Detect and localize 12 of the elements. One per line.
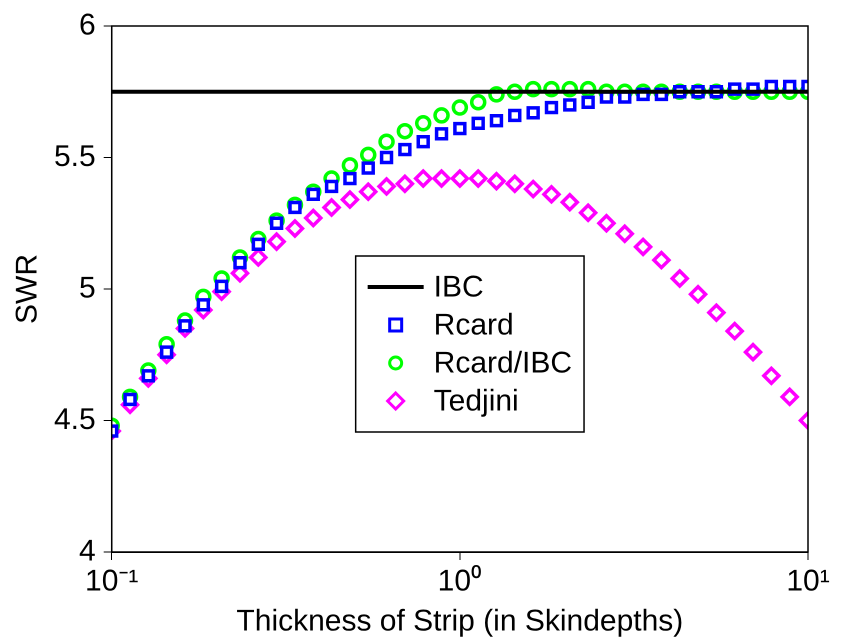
x-tick-label: 10¹ <box>786 564 830 598</box>
y-tick-label: 4.5 <box>54 402 96 436</box>
y-tick-label: 5.5 <box>54 140 96 173</box>
legend-label: Rcard <box>434 308 514 342</box>
x-axis-title: Thickness of Strip (in Skindepths) <box>236 604 684 638</box>
legend-label: Tedjini <box>434 384 519 418</box>
x-tick-label: 10⁰ <box>438 564 482 598</box>
y-axis-title: SWR <box>10 254 44 324</box>
legend-label: Rcard/IBC <box>434 346 572 380</box>
legend-label: IBC <box>434 270 484 304</box>
y-tick-label: 5 <box>79 271 96 304</box>
y-tick-label: 6 <box>79 8 96 42</box>
